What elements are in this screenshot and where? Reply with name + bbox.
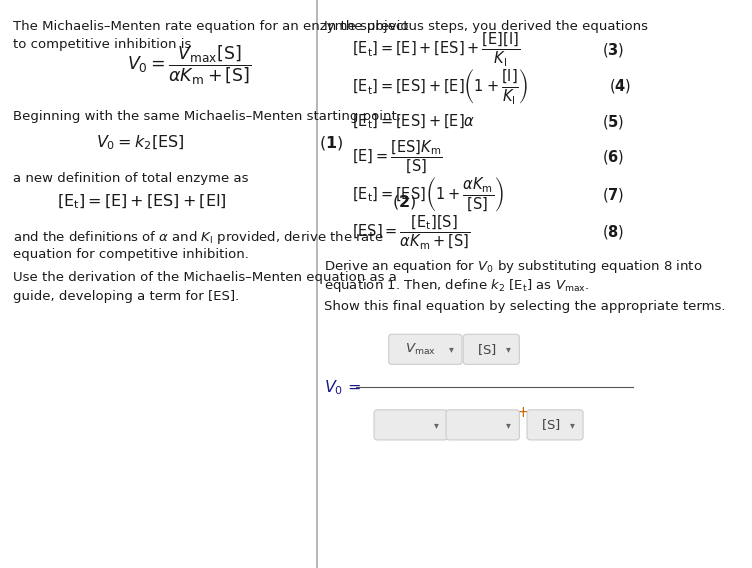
Text: In the previous steps, you derived the equations: In the previous steps, you derived the e… (323, 20, 647, 33)
Text: ▾: ▾ (449, 344, 453, 354)
FancyBboxPatch shape (446, 410, 520, 440)
Text: $\mathrm{[E_t]} = \mathrm{[ES]} + \mathrm{[E]}\left(1 + \dfrac{\mathrm{[I]}}{K_\: $\mathrm{[E_t]} = \mathrm{[ES]} + \mathr… (353, 67, 529, 106)
Text: $\mathrm{[S]}$: $\mathrm{[S]}$ (541, 417, 561, 432)
Text: $V_{\mathrm{max}}$: $V_{\mathrm{max}}$ (405, 342, 435, 357)
Text: $\boldsymbol{V_0}$ =: $\boldsymbol{V_0}$ = (323, 378, 361, 396)
Text: $\mathrm{[ES]} = \dfrac{\mathrm{[E_t][S]}}{\alpha K_\mathrm{m}+\mathrm{[S]}}$: $\mathrm{[ES]} = \dfrac{\mathrm{[E_t][S]… (353, 214, 471, 251)
Text: $\mathrm{[E_t]} = \mathrm{[ES]} + \mathrm{[E]}\alpha$: $\mathrm{[E_t]} = \mathrm{[ES]} + \mathr… (353, 112, 475, 131)
Text: equation 1. Then, define $\boldsymbol{k_2}$ $\mathrm{[E_t]}$ as $V_{\mathrm{max}: equation 1. Then, define $\boldsymbol{k_… (323, 277, 589, 294)
FancyBboxPatch shape (463, 334, 520, 365)
Text: to competitive inhibition is: to competitive inhibition is (13, 38, 191, 51)
Text: $(\mathbf{6})$: $(\mathbf{6})$ (602, 148, 624, 166)
Text: ▾: ▾ (434, 420, 439, 430)
Text: $\mathrm{[E_t]} = \mathrm{[E]} + \mathrm{[ES]} + \dfrac{\mathrm{[E][I]}}{K_\math: $\mathrm{[E_t]} = \mathrm{[E]} + \mathrm… (353, 31, 520, 69)
Text: $(\mathbf{1})$: $(\mathbf{1})$ (319, 134, 343, 152)
Text: ▾: ▾ (506, 344, 511, 354)
Text: Derive an equation for $\boldsymbol{V_0}$ by substituting equation 8 into: Derive an equation for $\boldsymbol{V_0}… (323, 258, 702, 275)
FancyBboxPatch shape (374, 410, 447, 440)
Text: $\mathrm{[E]} = \dfrac{\mathrm{[ES]}K_\mathrm{m}}{\mathrm{[S]}}$: $\mathrm{[E]} = \dfrac{\mathrm{[ES]}K_\m… (353, 138, 443, 176)
Text: $(\mathbf{8})$: $(\mathbf{8})$ (602, 223, 624, 241)
Text: Show this final equation by selecting the appropriate terms.: Show this final equation by selecting th… (323, 300, 725, 313)
Text: $+$: $+$ (516, 405, 529, 420)
Text: $\mathrm{[S]}$: $\mathrm{[S]}$ (478, 342, 497, 357)
Text: a new definition of total enzyme as: a new definition of total enzyme as (13, 172, 248, 185)
Text: $(\mathbf{3})$: $(\mathbf{3})$ (602, 41, 624, 59)
Text: $(\mathbf{2})$: $(\mathbf{2})$ (392, 193, 416, 211)
Text: ▾: ▾ (506, 420, 511, 430)
FancyBboxPatch shape (389, 334, 462, 365)
FancyBboxPatch shape (527, 410, 583, 440)
Text: Beginning with the same Michaelis–Menten starting point,: Beginning with the same Michaelis–Menten… (13, 110, 401, 123)
Text: ▾: ▾ (570, 420, 575, 430)
Text: $\mathrm{[E_t]} = \mathrm{[E]} + \mathrm{[ES]} + \mathrm{[EI]}$: $\mathrm{[E_t]} = \mathrm{[E]} + \mathrm… (57, 193, 227, 211)
Text: $(\mathbf{7})$: $(\mathbf{7})$ (602, 186, 624, 204)
Text: $\mathrm{[E_t]} = \mathrm{[ES]}\left(1 + \dfrac{\alpha K_\mathrm{m}}{\mathrm{[S]: $\mathrm{[E_t]} = \mathrm{[ES]}\left(1 +… (353, 176, 504, 214)
Text: guide, developing a term for [ES].: guide, developing a term for [ES]. (13, 290, 239, 303)
Text: The Michaelis–Menten rate equation for an enzyme subject: The Michaelis–Menten rate equation for a… (13, 20, 408, 33)
Text: $\boldsymbol{V_0} = \dfrac{V_{\mathrm{max}}\mathrm{[S]}}{\alpha K_\mathrm{m}+\ma: $\boldsymbol{V_0} = \dfrac{V_{\mathrm{ma… (127, 44, 252, 87)
Text: $(\mathbf{4})$: $(\mathbf{4})$ (608, 77, 631, 95)
Text: equation for competitive inhibition.: equation for competitive inhibition. (13, 248, 249, 261)
Text: $(\mathbf{5})$: $(\mathbf{5})$ (602, 112, 624, 131)
Text: Use the derivation of the Michaelis–Menten equation as a: Use the derivation of the Michaelis–Ment… (13, 271, 396, 284)
Text: $\boldsymbol{V_0} = \boldsymbol{k_2}\mathrm{[ES]}$: $\boldsymbol{V_0} = \boldsymbol{k_2}\mat… (96, 134, 184, 152)
Text: and the definitions of $\alpha$ and $\boldsymbol{K_\mathrm{I}}$ provided, derive: and the definitions of $\alpha$ and $\bo… (13, 229, 384, 247)
